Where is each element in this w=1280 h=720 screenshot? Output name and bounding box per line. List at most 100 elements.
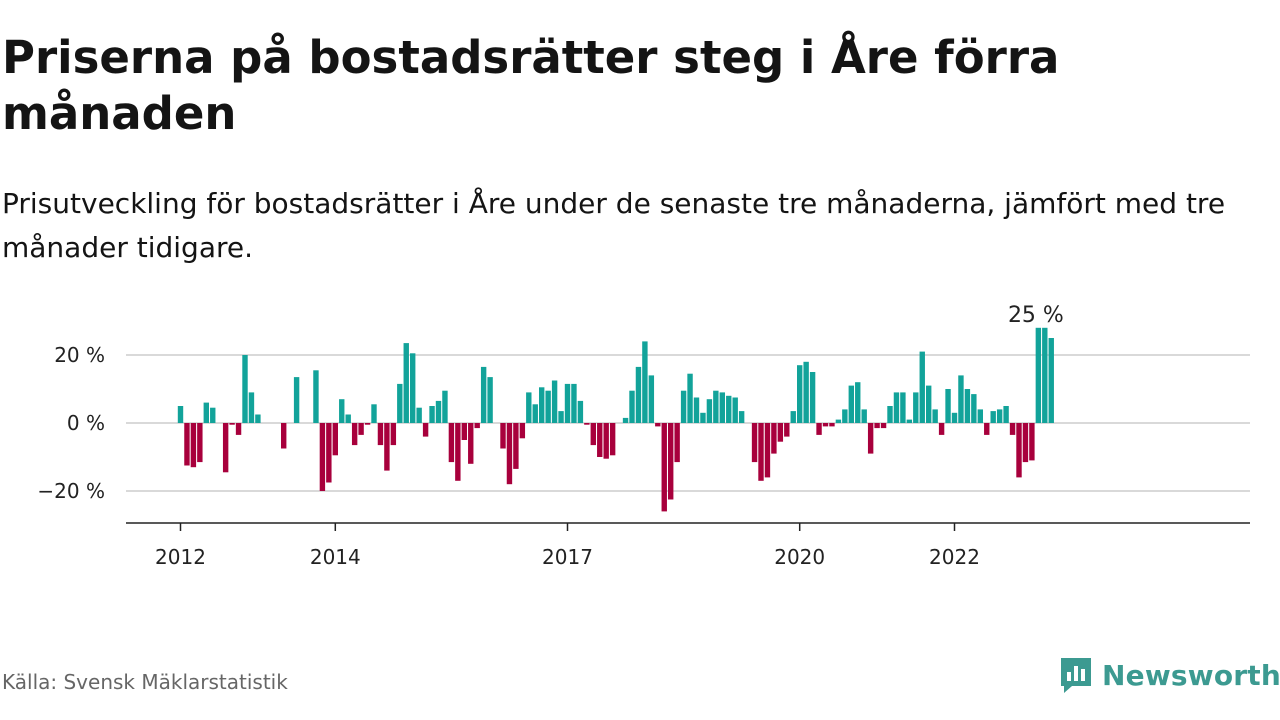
bar bbox=[887, 406, 893, 423]
bar bbox=[726, 395, 732, 423]
newsworthy-logo-icon bbox=[1061, 658, 1091, 693]
bar bbox=[758, 423, 764, 481]
bar bbox=[687, 373, 693, 423]
bar bbox=[545, 390, 551, 423]
bar bbox=[622, 417, 629, 423]
bar bbox=[990, 411, 996, 423]
bar bbox=[248, 392, 255, 423]
bar bbox=[255, 414, 261, 423]
bar bbox=[764, 423, 771, 478]
bar bbox=[526, 392, 532, 423]
bar bbox=[635, 366, 642, 423]
bar bbox=[835, 419, 842, 423]
bar bbox=[577, 400, 584, 423]
bar bbox=[235, 423, 242, 435]
bar bbox=[326, 423, 332, 483]
y-axis-ticks: 20 % 0 % −20 % bbox=[37, 343, 105, 503]
bar bbox=[448, 423, 455, 463]
bar bbox=[803, 361, 809, 423]
bar bbox=[648, 375, 655, 423]
bar bbox=[945, 389, 951, 423]
bar bbox=[674, 423, 680, 463]
bar bbox=[197, 423, 203, 463]
bar bbox=[590, 423, 596, 446]
bar bbox=[358, 423, 364, 435]
bar bbox=[293, 377, 300, 423]
x-tick-label: 2022 bbox=[929, 545, 980, 569]
bar bbox=[1042, 327, 1048, 423]
bar bbox=[867, 423, 874, 454]
bar bbox=[719, 392, 725, 423]
bar bbox=[506, 423, 513, 485]
bar bbox=[422, 423, 429, 437]
bar bbox=[771, 423, 777, 454]
bar bbox=[777, 423, 784, 442]
bar bbox=[706, 399, 713, 423]
bar bbox=[1035, 327, 1042, 423]
bar bbox=[913, 392, 919, 423]
bar bbox=[377, 423, 384, 446]
bar bbox=[571, 383, 577, 423]
source-note: Källa: Svensk Mäklarstatistik bbox=[2, 670, 288, 694]
chart-title: Priserna på bostadsrätter steg i Åre för… bbox=[2, 31, 1060, 140]
bar bbox=[713, 390, 719, 423]
bar bbox=[738, 411, 745, 423]
bar bbox=[313, 370, 319, 423]
bar bbox=[513, 423, 519, 469]
bar bbox=[693, 397, 700, 423]
bar bbox=[784, 423, 790, 437]
bar bbox=[564, 383, 571, 423]
bar bbox=[751, 423, 758, 463]
bar bbox=[680, 390, 687, 423]
bar bbox=[1029, 423, 1035, 461]
bar bbox=[364, 423, 371, 425]
bar bbox=[822, 423, 829, 427]
bar bbox=[390, 423, 397, 446]
bar bbox=[519, 423, 526, 439]
bar bbox=[403, 343, 409, 423]
bar bbox=[938, 423, 945, 435]
bar bbox=[351, 423, 358, 446]
bar bbox=[655, 423, 661, 427]
bar bbox=[609, 423, 616, 456]
bar bbox=[597, 423, 603, 457]
bar bbox=[932, 409, 938, 423]
newsworthy-brand[interactable]: Newsworthy bbox=[1058, 654, 1280, 696]
bar bbox=[900, 392, 906, 423]
bar bbox=[203, 402, 209, 423]
bar bbox=[190, 423, 197, 468]
bar bbox=[951, 412, 958, 423]
bar bbox=[229, 423, 235, 425]
x-tick-label: 2012 bbox=[155, 545, 206, 569]
bar bbox=[732, 397, 738, 423]
bar bbox=[397, 383, 403, 423]
bar bbox=[984, 423, 990, 435]
bar bbox=[816, 423, 822, 435]
x-tick-label: 2014 bbox=[310, 545, 361, 569]
bar bbox=[184, 423, 190, 466]
bar bbox=[1022, 423, 1029, 463]
bars bbox=[177, 327, 1054, 512]
bar bbox=[177, 406, 184, 423]
bar bbox=[339, 399, 345, 423]
bar bbox=[880, 423, 887, 429]
bar bbox=[971, 394, 977, 423]
y-tick-label: 20 % bbox=[54, 343, 105, 367]
bar bbox=[429, 406, 435, 423]
bar bbox=[345, 414, 351, 423]
bar bbox=[332, 423, 338, 456]
bar bbox=[790, 411, 796, 423]
chart-subtitle: Prisutveckling för bostadsrätter i Åre u… bbox=[2, 187, 1226, 264]
bar bbox=[700, 412, 706, 423]
last-value-label: 25 % bbox=[1008, 303, 1064, 328]
bar bbox=[500, 423, 506, 449]
bar bbox=[1048, 338, 1054, 423]
bar bbox=[797, 365, 803, 423]
bar bbox=[1003, 406, 1009, 423]
bar bbox=[416, 407, 422, 423]
bar bbox=[848, 385, 854, 423]
x-tick-label: 2020 bbox=[774, 545, 825, 569]
x-axis-ticks: 2012 2014 2017 2020 2022 bbox=[155, 523, 980, 569]
bar bbox=[455, 423, 461, 481]
bar bbox=[242, 355, 248, 423]
